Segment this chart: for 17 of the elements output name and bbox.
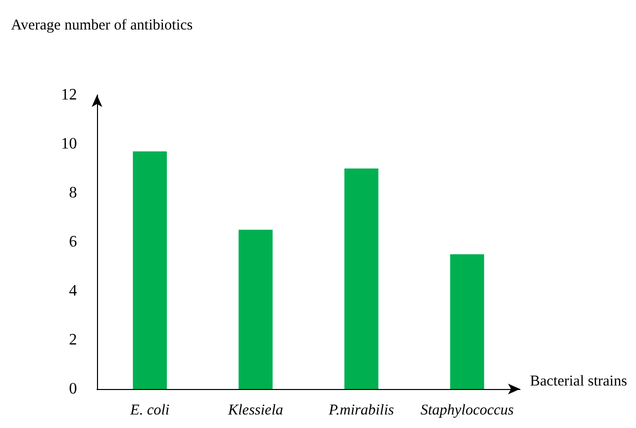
y-tick-label: 4: [69, 282, 77, 300]
bar: [238, 230, 273, 389]
x-tick-label: E. coli: [129, 402, 170, 418]
y-tick-label: 8: [69, 184, 77, 202]
y-tick-label: 12: [61, 86, 77, 104]
x-tick-label: P.mirabilis: [328, 402, 394, 418]
y-tick-label: 0: [69, 380, 77, 398]
y-tick-label: 2: [69, 332, 77, 348]
x-tick-label: Klessiela: [227, 402, 284, 418]
y-axis-title: Average number of antibiotics: [11, 18, 193, 34]
y-tick-label: 10: [61, 136, 77, 152]
y-tick-label: 6: [69, 234, 77, 250]
bar: [344, 168, 378, 389]
bar: [450, 254, 484, 389]
bar: [132, 151, 167, 389]
x-tick-label: Staphylococcus: [420, 402, 514, 418]
x-axis-title: Bacterial strains: [530, 374, 628, 390]
